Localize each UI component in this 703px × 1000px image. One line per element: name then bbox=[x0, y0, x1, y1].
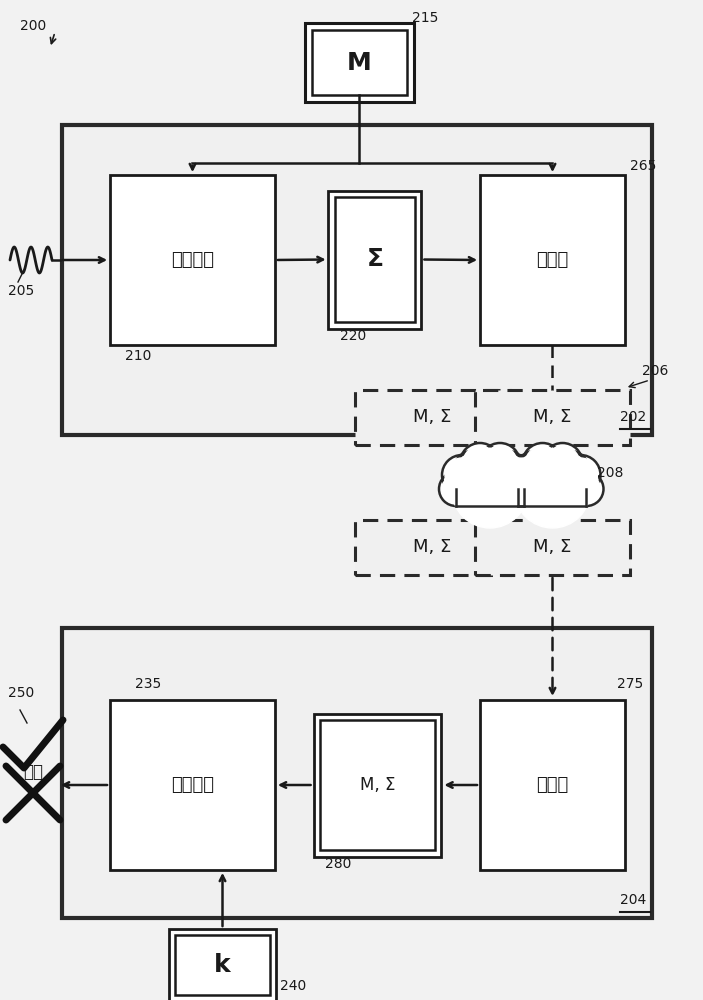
Circle shape bbox=[452, 452, 528, 528]
Text: M, Σ: M, Σ bbox=[413, 408, 452, 426]
Circle shape bbox=[546, 446, 579, 480]
Circle shape bbox=[501, 458, 535, 492]
Text: 208: 208 bbox=[598, 466, 624, 480]
Circle shape bbox=[505, 455, 545, 495]
Bar bbox=[519, 489, 586, 506]
Text: M: M bbox=[347, 50, 372, 75]
Circle shape bbox=[445, 458, 479, 492]
Bar bbox=[314, 714, 441, 856]
Bar bbox=[328, 191, 422, 328]
Circle shape bbox=[505, 475, 532, 503]
Circle shape bbox=[569, 472, 603, 506]
Circle shape bbox=[469, 458, 511, 500]
Text: 220: 220 bbox=[340, 329, 366, 343]
Text: M, Σ: M, Σ bbox=[534, 408, 572, 426]
Circle shape bbox=[560, 455, 600, 495]
Circle shape bbox=[490, 451, 526, 487]
Circle shape bbox=[520, 454, 550, 484]
Circle shape bbox=[515, 452, 591, 528]
Circle shape bbox=[508, 458, 541, 492]
Circle shape bbox=[543, 443, 583, 483]
Circle shape bbox=[553, 451, 588, 487]
Circle shape bbox=[483, 446, 517, 480]
Text: 204: 204 bbox=[620, 893, 646, 907]
Circle shape bbox=[463, 446, 497, 480]
Bar bbox=[355, 390, 510, 445]
Text: 验证引擎: 验证引擎 bbox=[171, 776, 214, 794]
Text: 275: 275 bbox=[617, 677, 643, 691]
Text: 202: 202 bbox=[620, 410, 646, 424]
Circle shape bbox=[564, 458, 598, 492]
Circle shape bbox=[522, 443, 562, 483]
Text: M, Σ: M, Σ bbox=[413, 538, 452, 556]
Circle shape bbox=[498, 455, 538, 495]
Bar bbox=[62, 125, 652, 435]
Text: 215: 215 bbox=[412, 11, 439, 25]
Text: 250: 250 bbox=[8, 686, 34, 700]
Bar bbox=[475, 520, 630, 575]
Bar bbox=[480, 700, 625, 870]
Circle shape bbox=[467, 456, 513, 502]
Text: 210: 210 bbox=[125, 349, 151, 363]
Text: 205: 205 bbox=[8, 284, 34, 298]
Text: 发送器: 发送器 bbox=[536, 251, 569, 269]
Circle shape bbox=[572, 475, 600, 503]
Bar bbox=[320, 720, 435, 850]
Bar bbox=[110, 700, 275, 870]
Text: 240: 240 bbox=[280, 979, 307, 993]
Circle shape bbox=[454, 451, 490, 487]
Text: M, Σ: M, Σ bbox=[360, 776, 395, 794]
Bar bbox=[312, 30, 407, 95]
Bar bbox=[335, 197, 415, 322]
Circle shape bbox=[442, 455, 482, 495]
Circle shape bbox=[517, 451, 553, 487]
Text: 235: 235 bbox=[135, 677, 161, 691]
Text: 或者: 或者 bbox=[23, 763, 43, 781]
Bar bbox=[110, 175, 275, 345]
Circle shape bbox=[501, 472, 536, 506]
Text: 接收器: 接收器 bbox=[536, 776, 569, 794]
Circle shape bbox=[460, 443, 500, 483]
Circle shape bbox=[510, 475, 538, 503]
Bar bbox=[456, 489, 524, 506]
Circle shape bbox=[493, 454, 523, 484]
Bar bbox=[169, 929, 276, 1000]
Circle shape bbox=[555, 454, 586, 484]
Circle shape bbox=[457, 454, 487, 484]
Bar bbox=[355, 520, 510, 575]
Circle shape bbox=[480, 443, 520, 483]
Text: k: k bbox=[214, 953, 231, 977]
Text: 206: 206 bbox=[642, 364, 669, 378]
Bar bbox=[305, 23, 414, 102]
Text: 200: 200 bbox=[20, 19, 46, 33]
Text: M, Σ: M, Σ bbox=[534, 538, 572, 556]
Text: 280: 280 bbox=[325, 857, 352, 871]
Circle shape bbox=[507, 472, 541, 506]
Circle shape bbox=[526, 446, 560, 480]
Bar bbox=[62, 628, 652, 918]
Bar bbox=[175, 935, 270, 995]
Text: 签名引擎: 签名引擎 bbox=[171, 251, 214, 269]
Circle shape bbox=[442, 475, 470, 503]
Bar bbox=[475, 390, 630, 445]
Circle shape bbox=[531, 458, 574, 500]
Circle shape bbox=[529, 456, 576, 502]
Text: 265: 265 bbox=[630, 159, 657, 173]
Text: Σ: Σ bbox=[366, 247, 384, 271]
Circle shape bbox=[439, 472, 473, 506]
Bar bbox=[480, 175, 625, 345]
